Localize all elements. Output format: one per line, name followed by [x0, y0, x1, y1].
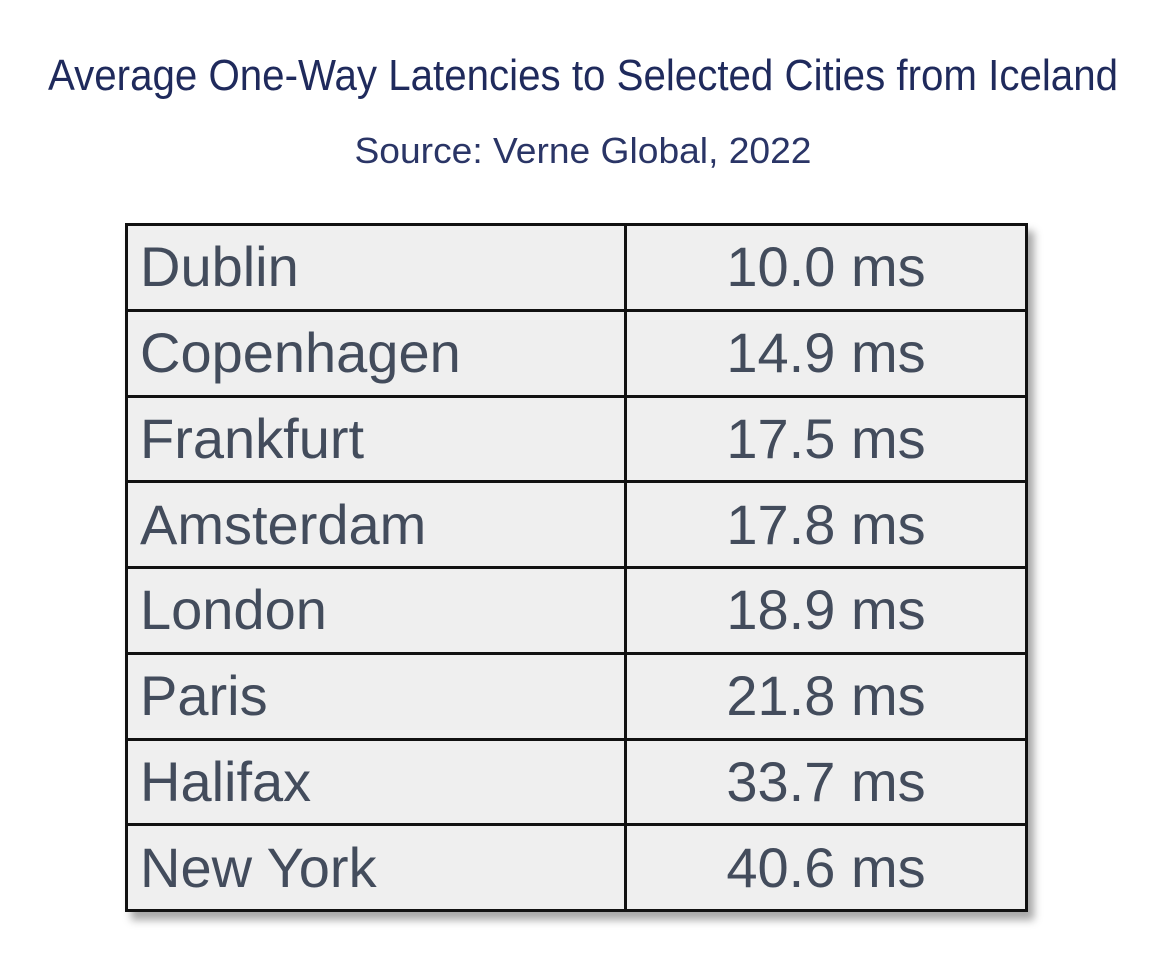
- table-row: Halifax 33.7 ms: [125, 737, 1028, 827]
- city-cell: New York: [125, 823, 627, 912]
- city-cell: Frankfurt: [125, 394, 627, 484]
- latency-cell: 18.9 ms: [624, 566, 1028, 655]
- city-cell: Halifax: [125, 737, 627, 827]
- latency-cell: 10.0 ms: [624, 223, 1028, 312]
- title: Average One-Way Latencies to Selected Ci…: [48, 51, 1118, 100]
- latency-cell: 40.6 ms: [624, 823, 1028, 912]
- latency-cell: 17.5 ms: [624, 394, 1028, 484]
- table-row: London 18.9 ms: [125, 566, 1028, 655]
- city-cell: Paris: [125, 651, 627, 741]
- table-row: New York 40.6 ms: [125, 823, 1028, 912]
- latency-cell: 33.7 ms: [624, 737, 1028, 827]
- latency-table: Dublin 10.0 ms Copenhagen 14.9 ms Frankfurt 1…: [125, 223, 1028, 912]
- latency-cell: 17.8 ms: [624, 480, 1028, 569]
- latency-cell: 21.8 ms: [624, 651, 1028, 741]
- table-row: Frankfurt 17.5 ms: [125, 394, 1028, 484]
- header: Average One-Way Latencies to Selected Ci…: [48, 51, 1118, 171]
- city-cell: Amsterdam: [125, 480, 627, 569]
- latency-cell: 14.9 ms: [624, 308, 1028, 398]
- table-row: Paris 21.8 ms: [125, 651, 1028, 741]
- subtitle: Source: Verne Global, 2022: [355, 130, 812, 171]
- city-cell: Dublin: [125, 223, 627, 312]
- table-row: Amsterdam 17.8 ms: [125, 480, 1028, 569]
- table-row: Copenhagen 14.9 ms: [125, 308, 1028, 398]
- city-cell: London: [125, 566, 627, 655]
- table-row: Dublin 10.0 ms: [125, 223, 1028, 312]
- city-cell: Copenhagen: [125, 308, 627, 398]
